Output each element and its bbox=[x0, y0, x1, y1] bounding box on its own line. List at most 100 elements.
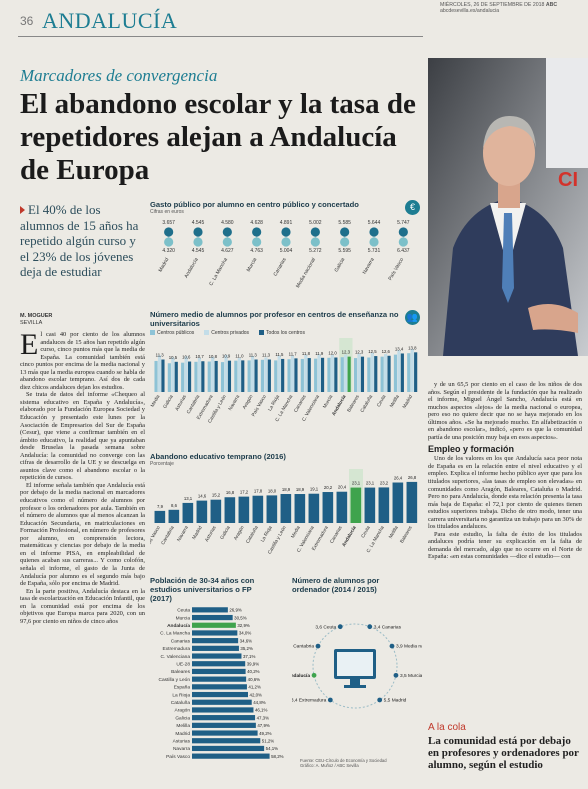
value-label: 15,2 bbox=[212, 493, 221, 498]
value-label: 44,8% bbox=[253, 700, 266, 705]
source-text: Fuente: CEU-Círculo de Economía y Socied… bbox=[300, 758, 387, 763]
value-label: 49,2% bbox=[259, 731, 272, 736]
body-left: E l casi 40 por ciento de los alumnos an… bbox=[20, 331, 145, 785]
computer-chart: Número de alumnos por ordenador (2014 / … bbox=[292, 576, 422, 756]
chart-plot: 7,9 País Vasco 8,6 Cantabria 13,1 Navarra 14,6… bbox=[150, 469, 418, 555]
bar bbox=[167, 363, 171, 392]
value-label: 5.585 bbox=[338, 220, 351, 226]
bar bbox=[192, 645, 239, 651]
pictogram-dot bbox=[337, 624, 343, 630]
item-label: 3,5 Cantabria bbox=[292, 644, 314, 650]
graduates-chart: Población de 30-34 años con estudios uni… bbox=[150, 576, 288, 772]
value-label: 14,6 bbox=[198, 494, 207, 499]
value-label: 16,8 bbox=[226, 490, 235, 495]
value-label: 13,8 bbox=[408, 345, 417, 350]
value-label: 5.644 bbox=[368, 220, 381, 226]
category-label: Ceuta bbox=[360, 525, 372, 539]
paper: ABC bbox=[545, 2, 558, 8]
dropcap: E bbox=[20, 331, 39, 361]
bar bbox=[322, 492, 334, 523]
chart-title: Abandono educativo temprano (2016) bbox=[150, 452, 286, 461]
stand bbox=[350, 679, 360, 685]
byline: M. MOGUER SEVILLA bbox=[20, 313, 52, 327]
legend-swatch bbox=[259, 330, 265, 336]
legend-item: Centros públicos bbox=[150, 330, 194, 336]
chart-plot: 3,4 Extremadura 3,1 Andalucía 3,5 Cantabri… bbox=[292, 623, 422, 709]
chart-subtitle: Cifras en euros bbox=[150, 209, 184, 215]
value-label: 7,9 bbox=[157, 504, 164, 509]
value-label: 11,0 bbox=[235, 353, 244, 358]
category-label: Navarra bbox=[227, 394, 241, 412]
bar bbox=[211, 356, 215, 392]
value-label: 3,4 bbox=[292, 698, 298, 704]
category-label: Baleares bbox=[171, 669, 191, 675]
item-label: 3,4 Extremadura bbox=[292, 698, 327, 704]
category-label: España bbox=[174, 685, 191, 691]
legend: Centros públicos Centros privados Todos lo… bbox=[150, 330, 422, 336]
dot bbox=[340, 227, 350, 237]
value-label: 23,2 bbox=[380, 480, 389, 485]
value-label: 35,2% bbox=[240, 646, 253, 651]
section-title: ANDALUCÍA bbox=[42, 8, 178, 33]
bar bbox=[234, 360, 238, 392]
legend-item: Centros privados bbox=[204, 330, 249, 336]
bar bbox=[260, 359, 265, 392]
ratio-chart: Número medio de alumnos por profesor en … bbox=[150, 310, 422, 450]
value-label: 10,5 bbox=[169, 355, 178, 360]
item-label: 3,5 Murcia bbox=[400, 673, 422, 679]
bar bbox=[154, 510, 166, 523]
highlight: El 40% de los alumnos de 15 años ha repe… bbox=[20, 202, 140, 280]
category-label: Melilla bbox=[389, 394, 401, 409]
bar bbox=[327, 357, 331, 392]
value-label: 13,1 bbox=[184, 496, 193, 501]
category-label: Navarra bbox=[176, 525, 190, 543]
bar bbox=[192, 691, 248, 698]
bar bbox=[247, 360, 251, 392]
category-label: Canarias bbox=[293, 393, 308, 413]
category-label: Cantabria bbox=[160, 525, 176, 546]
bar bbox=[224, 354, 228, 392]
dot bbox=[252, 237, 262, 247]
value-label: 3.657 bbox=[162, 220, 175, 226]
category-label: Madrid bbox=[392, 698, 407, 704]
bar bbox=[367, 357, 371, 392]
value-label: 23,1 bbox=[366, 481, 375, 486]
bar bbox=[192, 614, 233, 621]
dot bbox=[340, 237, 350, 247]
bar bbox=[267, 359, 271, 392]
bar bbox=[281, 358, 285, 392]
bar bbox=[414, 352, 418, 392]
ring bbox=[312, 623, 398, 709]
category-label: Aragón bbox=[175, 708, 191, 714]
value-label: 4.580 bbox=[221, 220, 234, 226]
paragraph: El informe señala también que Andalucía … bbox=[20, 481, 145, 588]
category-label: Madrid bbox=[402, 394, 415, 410]
item-label: 5,5 Madrid bbox=[384, 698, 407, 704]
page-number: 36 bbox=[20, 14, 34, 28]
value-label: 23,1 bbox=[352, 481, 361, 486]
value-label: 4.320 bbox=[162, 248, 175, 254]
bar bbox=[370, 352, 374, 392]
bar bbox=[340, 357, 344, 392]
category-label: Murcia bbox=[408, 673, 422, 679]
category-label: Navarra bbox=[173, 746, 190, 752]
bar bbox=[192, 630, 238, 636]
value-label: 11,9 bbox=[315, 351, 324, 356]
value-label: 37,1% bbox=[243, 654, 256, 659]
chart-subtitle: Porcentaje bbox=[150, 461, 174, 467]
bar bbox=[357, 353, 361, 392]
pictogram-dot bbox=[367, 624, 373, 630]
value-label: 4.891 bbox=[280, 220, 293, 226]
paragraph: En la parte positiva, Andalucía destaca … bbox=[20, 587, 145, 625]
value-label: 5.747 bbox=[397, 220, 410, 226]
dot bbox=[281, 227, 291, 237]
bar bbox=[304, 354, 308, 392]
category-label: UE-28 bbox=[176, 661, 190, 667]
category-label: Media bbox=[150, 394, 162, 409]
category-label: La Rioja bbox=[260, 525, 274, 544]
paragraph: Uno de los valores en los que Andalucía … bbox=[428, 455, 582, 531]
category-label: Madrid bbox=[158, 257, 171, 273]
bar bbox=[192, 753, 270, 759]
bar bbox=[192, 745, 265, 752]
